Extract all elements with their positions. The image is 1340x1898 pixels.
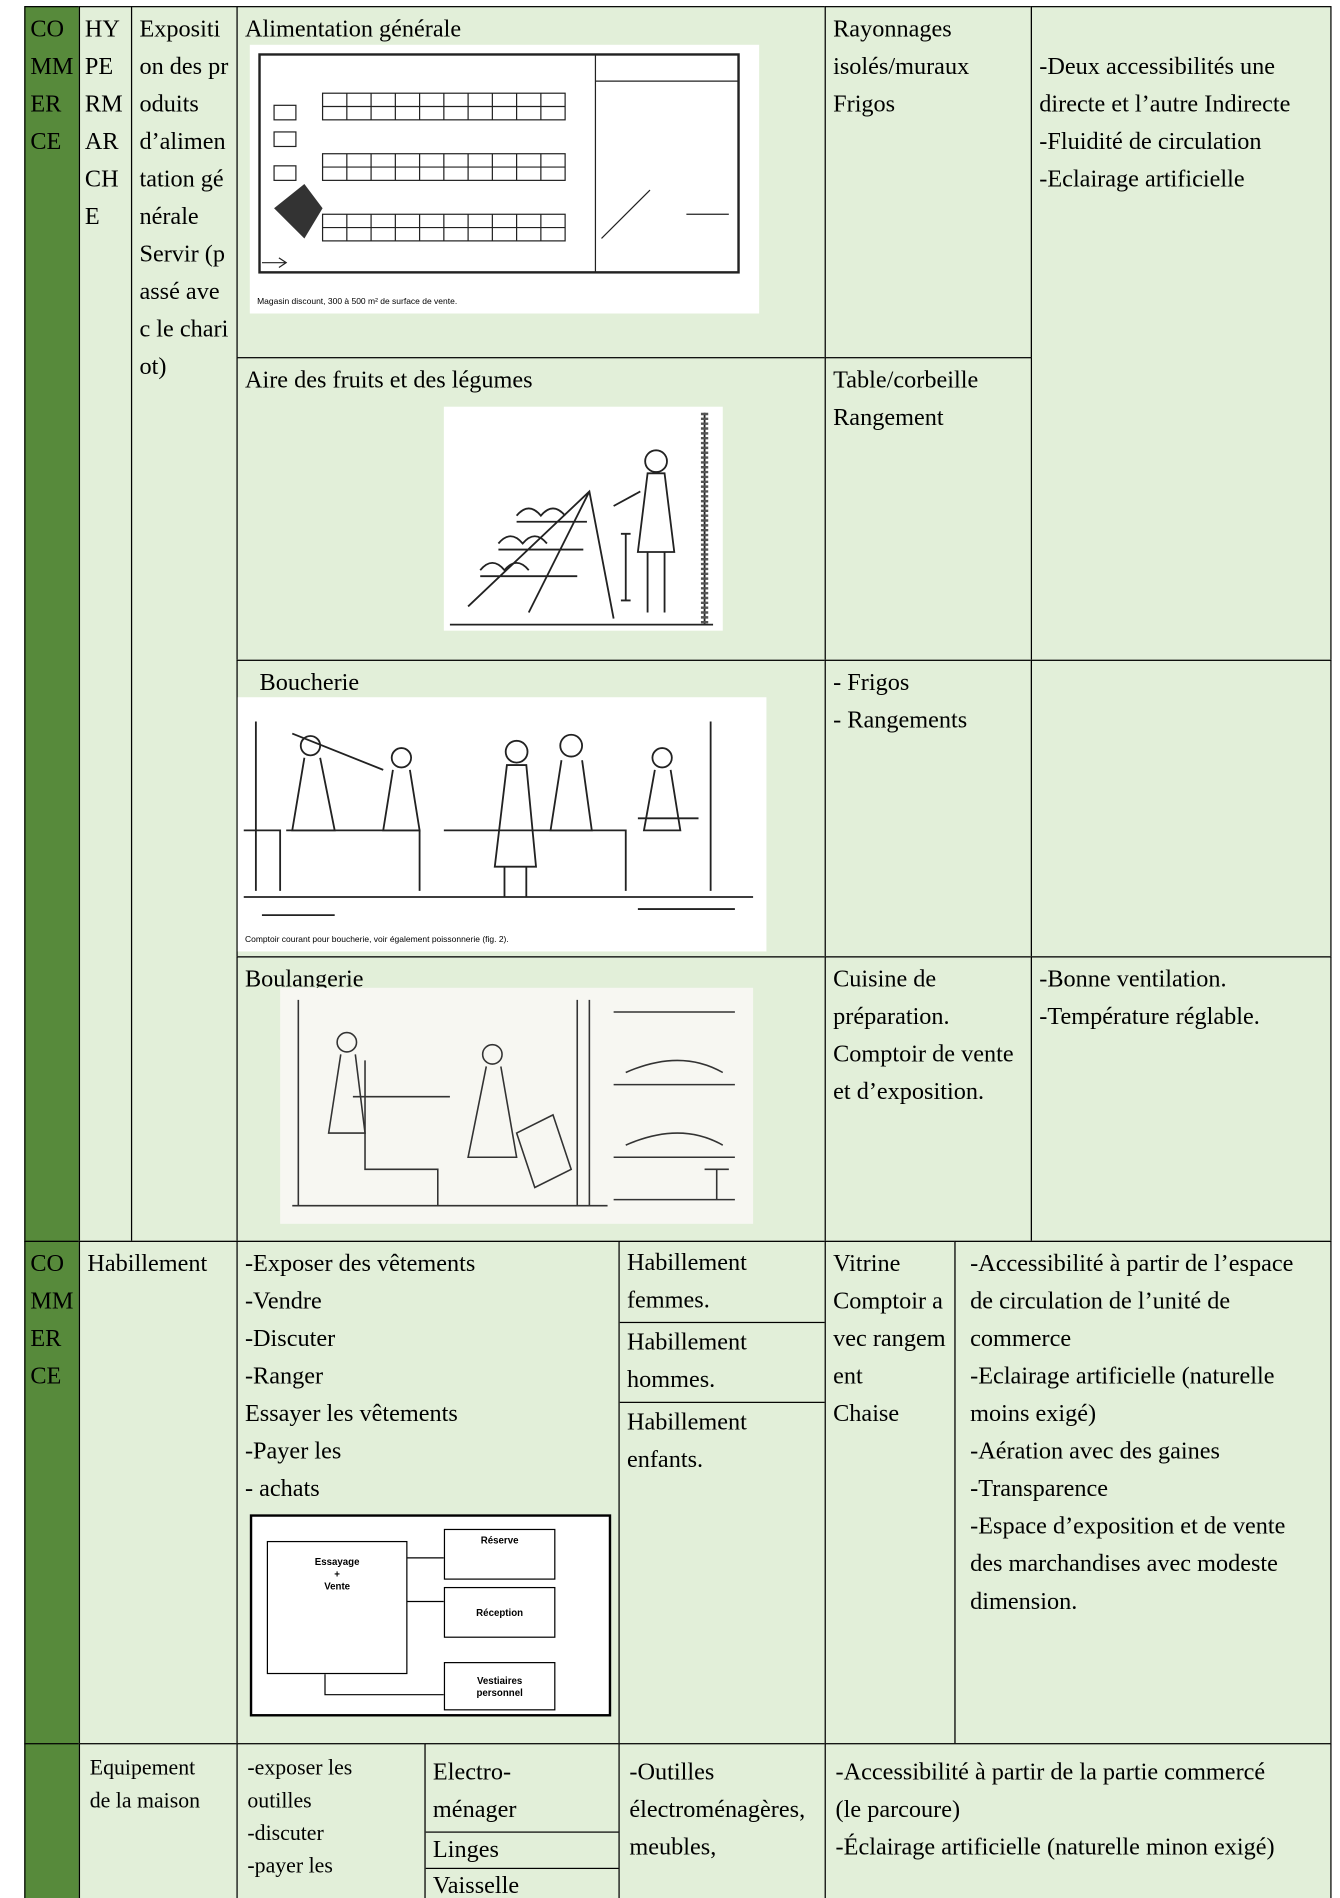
category-cell	[24, 1743, 81, 1898]
category-cell: COMMERCE	[24, 6, 81, 1242]
space-name: Alimentation générale	[244, 15, 462, 43]
text-line: -discuter	[247, 1820, 324, 1845]
diagram-box: Réception	[443, 1586, 556, 1638]
text-line: Chaise	[833, 1400, 900, 1428]
text-line: -Outilles électroménagères, meubles,	[629, 1758, 806, 1861]
text-line: - achats	[244, 1475, 320, 1503]
functions-cell: -exposer les outilles -discuter -payer les	[236, 1743, 426, 1898]
requirements-cell: -Bonne ventilation. -Température réglable…	[1030, 956, 1332, 1242]
text-line: Essayage	[314, 1556, 360, 1568]
stall-figure	[443, 406, 723, 631]
stall-drawing	[449, 412, 714, 626]
text-line: -Discuter	[244, 1325, 336, 1353]
text-line: +	[334, 1568, 340, 1580]
text-line: -Température réglable.	[1039, 1003, 1260, 1031]
text-line: Servir (passé avec le chariot)	[139, 240, 229, 381]
text-line: -Espace d’exposition et de vente des mar…	[970, 1513, 1286, 1615]
counter-drawing	[243, 721, 754, 917]
text-line: -Deux accessibilités une directe et l’au…	[1039, 53, 1291, 118]
requirements-cell: -Accessibilité à partir de l’espace de c…	[954, 1240, 1332, 1745]
space-name: Boucherie	[259, 669, 360, 697]
figure-caption: Magasin discount, 300 à 500 m² de surfac…	[257, 297, 458, 307]
bakery-figure	[280, 987, 754, 1224]
text-line: -exposer les outilles	[247, 1755, 353, 1813]
text-line: -payer les	[247, 1853, 333, 1878]
space-name: Habillement hommes.	[619, 1322, 825, 1403]
text-line: - Rangements	[833, 706, 968, 734]
text-line: Frigos	[833, 90, 896, 118]
text-line: Essayer les vêtements	[244, 1400, 458, 1428]
furniture-cell: - Frigos - Rangements	[824, 659, 1033, 958]
text-line: -Bonne ventilation.	[1039, 965, 1227, 993]
text-line: -Accessibilité à partir de la partie com…	[835, 1758, 1266, 1824]
figure-caption: Comptoir courant pour boucherie, voir ég…	[244, 935, 509, 945]
text-line: -Vendre	[244, 1287, 322, 1315]
text-line: -Fluidité de circulation	[1039, 128, 1262, 155]
diagram: Essayage + Vente Réserve Réception Vestiai…	[249, 1514, 612, 1717]
furniture-cell: Vitrine Comptoir avec rangement Chaise	[824, 1240, 956, 1745]
category-cell: COMMERCE	[24, 1240, 81, 1745]
diagram-box: Réserve	[443, 1528, 556, 1580]
space-cell: Aire des fruits et des légumes	[236, 357, 826, 661]
counter-figure: Comptoir courant pour boucherie, voir ég…	[237, 697, 767, 952]
requirements-cell: -Deux accessibilités une directe et l’au…	[1030, 6, 1332, 661]
unit-cell: HYPERMARCHE	[78, 6, 133, 1242]
text-line: -Éclairage artificielle (naturelle minon…	[835, 1833, 1275, 1861]
diagram-links	[324, 1557, 444, 1696]
text-line: -Eclairage artificielle (naturelle moins…	[970, 1363, 1275, 1428]
diagram-box: Vestiaires personnel	[443, 1662, 556, 1711]
text-line: Rangement	[833, 404, 944, 431]
space-cell: Boucherie Comptoir courant pour boucheri…	[236, 659, 826, 958]
text-line: Comptoir de vente et d’exposition.	[833, 1041, 1014, 1106]
furniture-cell: -Outilles électroménagères, meubles,	[618, 1743, 826, 1898]
space-name: Linges	[425, 1831, 619, 1870]
plan-figure: Magasin discount, 300 à 500 m² de surfac…	[249, 44, 760, 314]
text-line: -Transparence	[970, 1475, 1109, 1503]
text-line: -Exposer des vêtements	[244, 1250, 476, 1278]
functions-cell: Exposition des produits d’alimentation g…	[130, 6, 238, 1242]
diagram-main: Essayage + Vente	[266, 1540, 408, 1675]
unit-cell: Equipement de la maison	[78, 1743, 238, 1898]
text-line: -Accessibilité à partir de l’espace de c…	[970, 1250, 1294, 1353]
plan-drawing	[258, 53, 740, 274]
furniture-cell: Cuisine de préparation. Comptoir de vente…	[824, 956, 1033, 1242]
text-line: -Payer les	[244, 1438, 342, 1465]
text-line: Rayonnages isolés/muraux	[833, 15, 970, 80]
text-line: -Aération avec des gaines	[970, 1438, 1220, 1465]
bakery-drawing	[292, 999, 735, 1207]
space-name: Habillement femmes.	[619, 1242, 825, 1324]
text-line: Vitrine	[833, 1250, 901, 1278]
text-line: Comptoir avec rangement	[833, 1287, 946, 1390]
functions-list: -Exposer des vêtements -Vendre -Discuter -R…	[245, 1246, 611, 1509]
text-line: -Ranger	[244, 1363, 324, 1390]
space-name: Aire des fruits et des légumes	[244, 366, 533, 394]
text-line: -Eclairage artificielle	[1039, 165, 1245, 193]
text-line: Vente	[324, 1580, 351, 1592]
text-line: Cuisine de préparation.	[833, 965, 950, 1031]
furniture-cell: Table/corbeille Rangement	[824, 357, 1033, 661]
spaces-cell: Habillement femmes. Habillement hommes. …	[618, 1240, 826, 1745]
spaces-cell: Electro-ménager Linges Vaisselle	[424, 1743, 620, 1898]
space-cell: Boulangerie	[236, 956, 826, 1242]
requirements-cell: -Accessibilité à partir de la partie com…	[824, 1743, 1332, 1898]
requirements-cell	[1030, 659, 1332, 958]
functions-cell: -Exposer des vêtements -Vendre -Discuter -R…	[236, 1240, 620, 1745]
furniture-cell: Rayonnages isolés/muraux Frigos	[824, 6, 1033, 359]
text-line: - Frigos	[833, 669, 910, 697]
text-line: Table/corbeille	[833, 366, 979, 394]
unit-cell: Habillement	[78, 1240, 238, 1745]
space-name: Electro-ménager	[425, 1744, 619, 1833]
space-cell: Alimentation générale Magasin discount, …	[236, 6, 826, 359]
space-name: Vaisselle	[432, 1872, 520, 1898]
space-name: Habillement enfants.	[626, 1409, 747, 1474]
text-line: Exposition des produits d’alimentation g…	[139, 15, 229, 230]
